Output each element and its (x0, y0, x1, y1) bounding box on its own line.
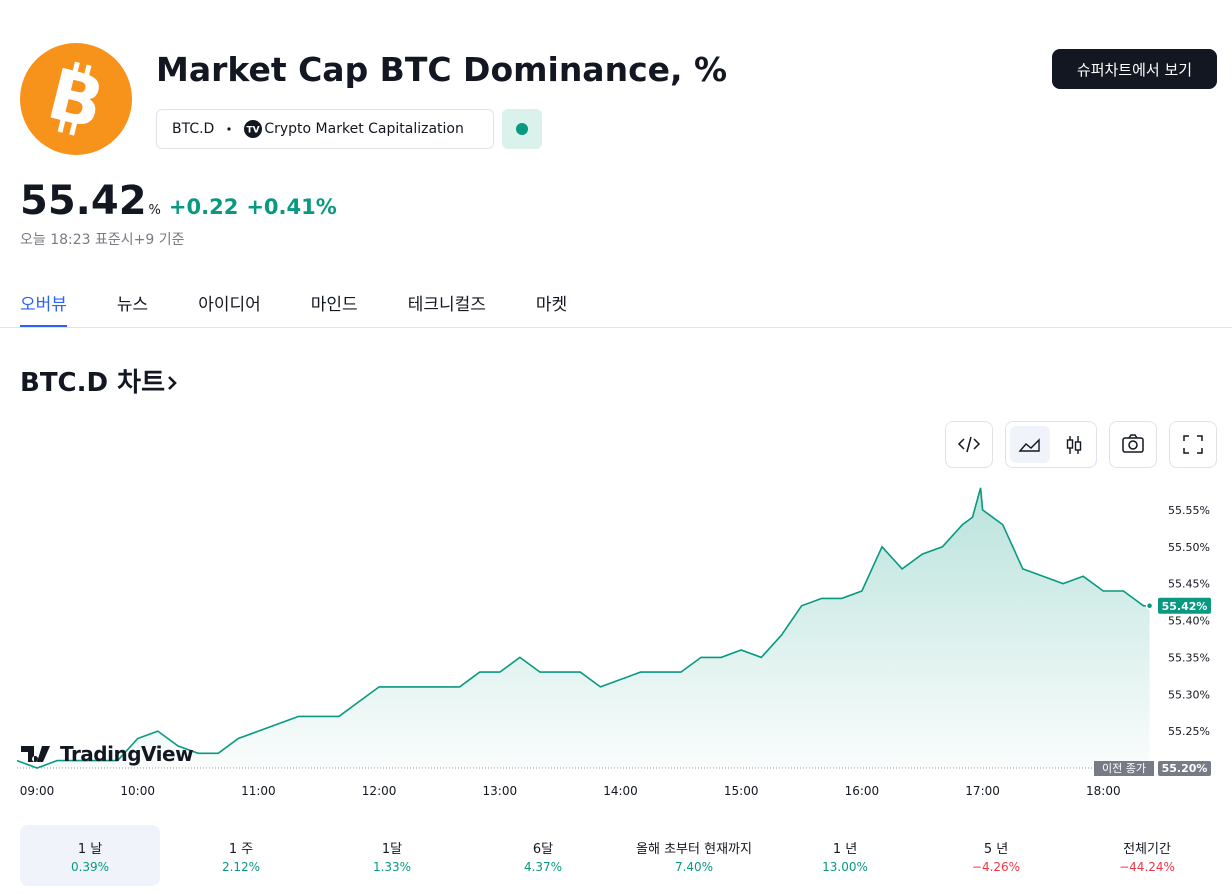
tab[interactable]: 오버뷰 (20, 290, 67, 328)
x-tick-label: 16:00 (845, 784, 880, 798)
tab[interactable]: 테크니컬즈 (407, 295, 486, 315)
y-tick-label: 55.25% (1168, 725, 1210, 738)
price: 55.42 (20, 178, 147, 224)
period-label: 전체기간 (1123, 842, 1171, 857)
period-change: 13.00% (822, 860, 868, 874)
svg-text:TV: TV (247, 126, 260, 136)
tab[interactable]: 마켓 (535, 295, 568, 315)
fullscreen-button[interactable] (1169, 421, 1217, 468)
separator-dot (227, 127, 231, 131)
embed-button[interactable] (945, 421, 993, 468)
period[interactable]: 5 년 −4.26% (926, 825, 1066, 886)
tab[interactable]: 마인드 (310, 295, 358, 315)
chart: 55.25% 55.30% 55.35% 55.40% 55.45% 55.50% 55.5… (16, 487, 1211, 798)
period[interactable]: 6달 4.37% (473, 825, 613, 886)
camera-icon (1122, 434, 1144, 453)
previous-close-value: 55.20% (1162, 762, 1208, 775)
area-icon (1018, 438, 1040, 452)
section-title: BTC.D 차트 (20, 368, 165, 398)
x-tick-label: 17:00 (965, 784, 1000, 798)
tabs: 오버뷰 뉴스 아이디어 마인드 테크니컬즈 마켓 (20, 290, 617, 328)
status-dot (516, 123, 528, 135)
last-point (1145, 602, 1154, 610)
x-tick-label: 12:00 (362, 784, 397, 798)
period-change: 4.37% (523, 860, 563, 874)
y-tick-label: 55.55% (1168, 504, 1210, 517)
period-change: 0.39% (70, 860, 110, 874)
watermark: TradingView (20, 742, 194, 766)
quote: 55.42 % +0.22 +0.41% (20, 178, 337, 224)
supercharts-button[interactable]: 슈퍼차트에서 보기 (1052, 49, 1217, 89)
symbol-pill[interactable]: BTC.D TV Crypto Market Capitalization (156, 109, 494, 149)
line (16, 487, 1150, 769)
period-label: 1 년 (832, 842, 858, 857)
title: Market Cap BTC Dominance, % (156, 50, 728, 89)
y-tick-label: 55.35% (1168, 651, 1210, 664)
x-tick-label: 11:00 (241, 784, 276, 798)
x-tick-label: 09:00 (20, 784, 55, 798)
snapshot-button[interactable] (1109, 421, 1157, 468)
fullscreen-icon (1183, 435, 1203, 454)
x-tick-label: 14:00 (603, 784, 638, 798)
candle-type-button[interactable] (1054, 426, 1094, 463)
watermark-text: TradingView (60, 742, 194, 766)
change: +0.22 (168, 195, 239, 219)
period-label: 1 날 (77, 842, 103, 857)
period-label: 5 년 (983, 842, 1009, 857)
x-tick-label: 13:00 (483, 784, 518, 798)
tv-icon: TV (244, 120, 263, 138)
x-tick-label: 18:00 (1086, 784, 1121, 798)
period[interactable]: 1 주 2.12% (171, 825, 311, 886)
period[interactable]: 1 년 13.00% (775, 825, 915, 886)
symbol: BTC.D (172, 121, 215, 137)
period-label: 1달 (381, 842, 403, 857)
period[interactable]: 1달 1.33% (322, 825, 462, 886)
area-type-button[interactable] (1010, 426, 1050, 463)
tab[interactable]: 뉴스 (116, 295, 149, 315)
y-tick-label: 55.50% (1168, 541, 1210, 554)
period-label: 6달 (532, 842, 554, 857)
candle-icon (1066, 436, 1082, 454)
divider (0, 327, 1232, 328)
period[interactable]: 1 날 0.39% (20, 825, 160, 886)
timestamp: 오늘 18:23 표준시+9 기준 (20, 232, 185, 248)
source: Crypto Market Capitalization (264, 121, 464, 137)
period-change: 1.33% (372, 860, 412, 874)
period-change: 2.12% (221, 860, 261, 874)
embed-icon (957, 436, 981, 453)
last-value-box (1158, 597, 1211, 614)
previous-close-label: 이전 종가 (1102, 762, 1146, 775)
periods: 1 날 0.39% 1 주 2.12% 1달 1.33% 6달 4.37% 올해 초부터 현재까… (20, 825, 1217, 886)
previous-close-tag (1094, 761, 1154, 776)
period-label: 올해 초부터 현재까지 (636, 842, 752, 857)
section-header[interactable]: BTC.D 차트 (20, 362, 181, 399)
period[interactable]: 전체기간 −44.24% (1077, 825, 1217, 886)
change-percent: +0.41% (246, 195, 337, 219)
btc-logo: B (20, 43, 132, 155)
y-tick-label: 55.30% (1168, 688, 1210, 701)
y-tick-label: 55.40% (1168, 615, 1210, 628)
previous-close-box (1158, 761, 1211, 776)
last-value-label: 55.42% (1162, 600, 1208, 613)
period-change: −44.24% (1119, 860, 1175, 874)
period[interactable]: 올해 초부터 현재까지 7.40% (624, 825, 764, 886)
area (17, 487, 1150, 768)
x-tick-label: 10:00 (120, 784, 155, 798)
btc-icon: B (40, 53, 112, 145)
market-status (502, 109, 542, 149)
x-tick-label: 15:00 (724, 784, 759, 798)
chevron (168, 376, 177, 390)
unit: % (148, 203, 161, 218)
y-tick-label: 55.45% (1168, 578, 1210, 591)
tab[interactable]: 아이디어 (198, 295, 261, 315)
tv-logo (21, 746, 50, 762)
period-change: 7.40% (674, 860, 714, 874)
period-change: −4.26% (971, 860, 1021, 874)
chart-type-group (1005, 421, 1097, 468)
period-label: 1 주 (228, 842, 254, 857)
